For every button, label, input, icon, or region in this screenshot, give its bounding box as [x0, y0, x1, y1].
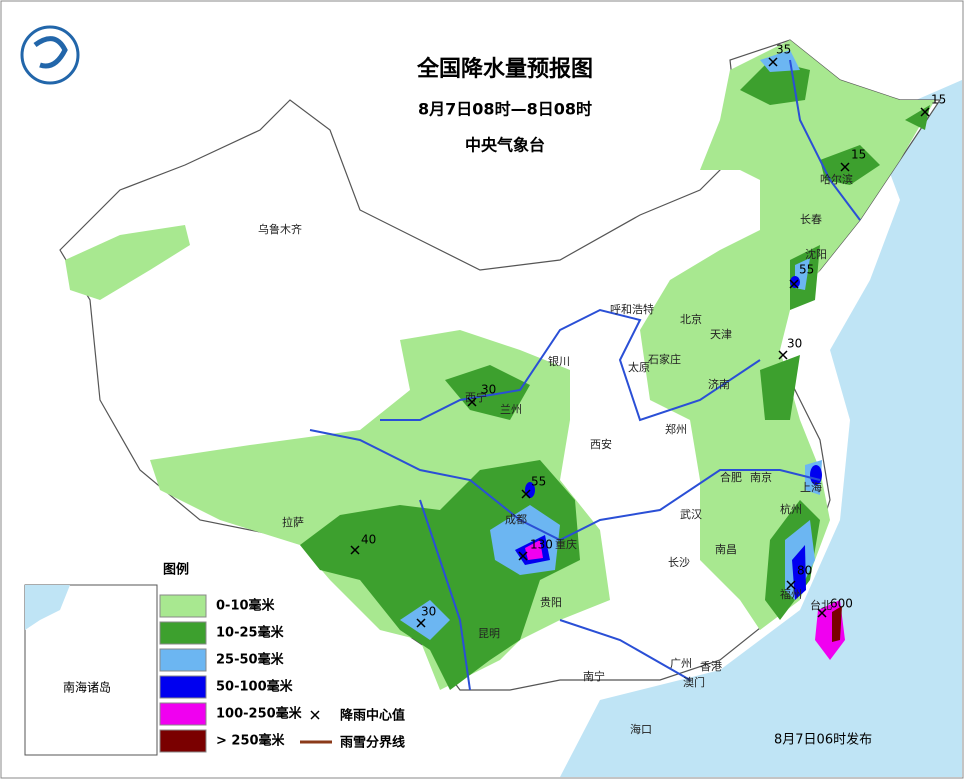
legend-label: 50-100毫米	[216, 679, 294, 695]
rain-center-marker	[786, 580, 796, 590]
city-label: 合肥	[720, 470, 742, 484]
rain-center-marker	[778, 350, 788, 360]
city-label: 西安	[590, 437, 612, 451]
city-label: 海口	[630, 722, 652, 736]
rain-center-marker	[789, 279, 799, 289]
city-label: 香港	[700, 660, 722, 673]
rain-center-marker	[768, 57, 778, 67]
city-label: 杭州	[780, 502, 802, 516]
rain-center-marker	[920, 107, 930, 117]
rain-center-marker	[521, 489, 531, 499]
rain-center-value: 35	[776, 43, 791, 57]
legend-swatch	[159, 675, 207, 699]
city-label: 拉萨	[282, 515, 304, 529]
period: 8月7日08时—8日08时	[418, 100, 592, 119]
inset-label: 南海诸岛	[63, 680, 111, 695]
legend-swatch	[159, 594, 207, 618]
city-label: 石家庄	[648, 352, 681, 366]
title: 全国降水量预报图	[416, 56, 593, 82]
legend-label: 25-50毫米	[216, 652, 285, 668]
legend-swatch	[159, 648, 207, 672]
rain-center-marker	[817, 608, 827, 618]
rain-center-value: 55	[531, 475, 546, 489]
city-label: 武汉	[680, 508, 702, 521]
issuer: 中央气象台	[465, 136, 545, 155]
rain-center-value: 130	[530, 538, 553, 552]
city-label: 长春	[800, 213, 822, 226]
legend-boundary-label: 雨雪分界线	[340, 735, 405, 751]
rain-center-value: 40	[361, 533, 376, 547]
city-label: 重庆	[555, 537, 577, 551]
rain-center-value: 30	[787, 337, 802, 351]
rain-center-value: 80	[797, 564, 812, 578]
city-label: 太原	[628, 361, 650, 374]
city-label: 银川	[548, 354, 570, 368]
legend-label: > 250毫米	[216, 733, 286, 749]
rain-center-value: 30	[481, 383, 496, 397]
city-label: 天津	[710, 328, 732, 341]
legend-center-marker	[310, 710, 320, 720]
legend-label: 100-250毫米	[216, 706, 303, 722]
city-label: 长沙	[668, 556, 690, 569]
rain-over-250	[832, 606, 842, 642]
city-label: 福州	[780, 587, 802, 601]
rain-center-value: 15	[931, 93, 946, 107]
city-label: 兰州	[500, 403, 522, 416]
rain-center-marker	[416, 618, 426, 628]
city-label: 乌鲁木齐	[258, 222, 302, 236]
logo	[20, 25, 80, 85]
city-label: 呼和浩特	[610, 302, 654, 316]
city-label: 昆明	[478, 627, 500, 640]
city-label: 台北	[810, 598, 832, 612]
rain-center-marker	[467, 397, 477, 407]
rain-center-marker	[840, 162, 850, 172]
legend-title: 图例	[163, 562, 189, 578]
city-label: 济南	[708, 377, 730, 391]
city-label: 上海	[800, 480, 822, 494]
rivers	[309, 59, 861, 691]
legend: 0-10毫米 10-25毫米 25-50毫米 50-100毫米 100-250毫米 > 2…	[159, 594, 405, 753]
sea	[560, 80, 962, 777]
issued: 8月7日06时发布	[774, 732, 872, 748]
legend-label: 0-10毫米	[216, 598, 276, 614]
city-label: 南京	[750, 470, 772, 484]
legend-swatch	[159, 621, 207, 645]
rain-center-value: 30	[421, 605, 436, 619]
city-label: 北京	[680, 312, 702, 326]
legend-swatch	[159, 702, 207, 726]
inset-sea	[25, 585, 70, 630]
city-label: 澳门	[683, 675, 705, 689]
legend-label: 10-25毫米	[216, 625, 285, 641]
city-label: 南昌	[715, 543, 737, 556]
city-label: 广州	[670, 657, 692, 670]
rain-center-value: 600	[830, 597, 853, 611]
rain-center-marker	[350, 545, 360, 555]
legend-swatch	[159, 729, 207, 753]
city-label: 沈阳	[805, 247, 827, 261]
city-label: 成都	[505, 513, 527, 526]
rain-center-value: 55	[799, 263, 814, 277]
rain-center-marker	[518, 551, 528, 561]
city-label: 哈尔滨	[820, 172, 853, 186]
rain-center-value: 15	[851, 148, 866, 162]
city-label: 南宁	[583, 669, 605, 683]
city-label: 贵阳	[540, 596, 562, 609]
city-label: 郑州	[665, 422, 687, 436]
legend-center-label: 降雨中心值	[340, 708, 405, 724]
